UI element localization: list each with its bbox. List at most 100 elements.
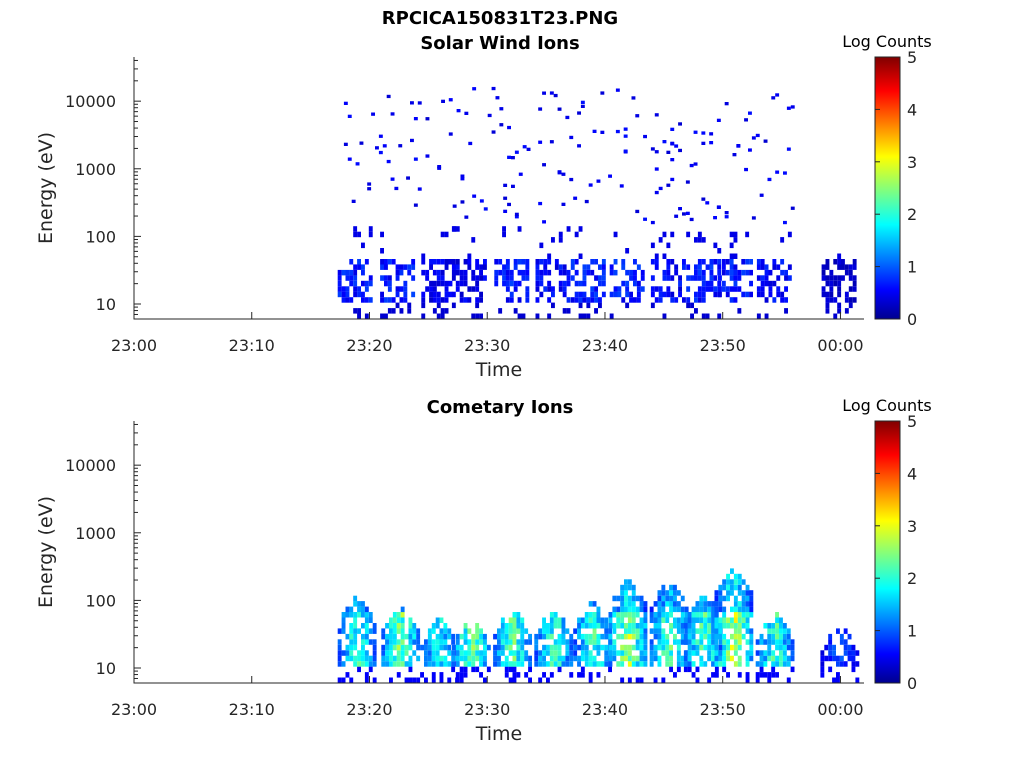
heatmap-cell <box>612 595 617 602</box>
heatmap-cell <box>737 269 742 276</box>
heatmap-cell <box>670 297 675 303</box>
heatmap-cell <box>411 264 416 270</box>
heatmap-cell <box>687 655 692 662</box>
heatmap-cell <box>772 259 777 265</box>
heatmap-cell <box>392 612 397 618</box>
heatmap-cell <box>475 313 480 319</box>
heatmap-cell <box>627 628 632 634</box>
heatmap-cell <box>378 150 383 155</box>
heatmap-cell <box>381 633 386 640</box>
heatmap-cell <box>653 601 658 607</box>
heatmap-cell <box>683 661 688 667</box>
heatmap-cell <box>636 264 641 270</box>
heatmap-cell <box>549 140 554 144</box>
heatmap-cell <box>534 650 539 656</box>
heatmap-cell <box>408 661 413 667</box>
y-axis-label: Energy (eV) <box>35 132 57 244</box>
heatmap-cell <box>517 313 522 319</box>
heatmap-cell <box>353 280 358 287</box>
heatmap-cell <box>829 275 834 281</box>
heatmap-cell <box>636 297 641 303</box>
heatmap-cell <box>364 259 369 265</box>
heatmap-cell <box>717 248 722 254</box>
heatmap-cell <box>508 628 513 634</box>
heatmap-cell <box>711 617 715 623</box>
heatmap-cell <box>745 259 750 265</box>
heatmap-cell <box>699 644 704 651</box>
heatmap-cell <box>561 655 566 662</box>
heatmap-cell <box>549 612 554 618</box>
heatmap-cell <box>353 286 358 292</box>
heatmap-cell <box>600 617 605 623</box>
heatmap-cell <box>549 623 554 629</box>
heatmap-cell <box>341 661 346 667</box>
heatmap-cell <box>745 655 750 662</box>
heatmap-cell <box>546 677 550 683</box>
heatmap-cell <box>718 286 722 292</box>
heatmap-cell <box>782 644 787 651</box>
heatmap-cell <box>347 114 352 118</box>
heatmap-cell <box>763 639 768 645</box>
heatmap-cell <box>475 286 480 292</box>
heatmap-cell <box>553 661 558 667</box>
heatmap-cell <box>649 628 654 634</box>
heatmap-cell <box>736 144 741 148</box>
heatmap-cell <box>699 628 704 634</box>
heatmap-cell <box>431 639 436 645</box>
heatmap-cell <box>600 661 605 667</box>
heatmap-cell <box>443 661 448 667</box>
heatmap-cell <box>686 264 691 270</box>
heatmap-cell <box>627 579 632 585</box>
heatmap-cell <box>424 661 428 667</box>
heatmap-cell <box>517 297 522 303</box>
heatmap-cell <box>361 280 365 287</box>
heatmap-cell <box>380 291 384 298</box>
heatmap-cell <box>538 677 543 683</box>
heatmap-cell <box>512 612 517 618</box>
heatmap-cell <box>546 628 550 634</box>
heatmap-cell <box>565 644 570 651</box>
heatmap-cell <box>779 644 783 651</box>
heatmap-cell <box>463 275 468 281</box>
heatmap-cell <box>745 595 750 602</box>
heatmap-cell <box>451 275 456 281</box>
heatmap-cell <box>439 655 444 662</box>
heatmap-cell <box>828 633 833 640</box>
heatmap-cell <box>337 644 342 651</box>
heatmap-cell <box>357 286 361 292</box>
heatmap-cell <box>755 639 760 645</box>
heatmap-cell <box>396 655 401 662</box>
heatmap-cell <box>392 655 397 662</box>
heatmap-cell <box>431 677 436 683</box>
heatmap-cell <box>451 264 456 270</box>
heatmap-cell <box>741 269 746 276</box>
heatmap-cell <box>624 650 628 656</box>
heatmap-cell <box>471 666 476 673</box>
heatmap-cell <box>479 650 483 656</box>
heatmap-cells <box>337 86 857 319</box>
heatmap-cell <box>718 606 723 613</box>
heatmap-cell <box>725 259 730 265</box>
x-tick-label: 23:00 <box>111 700 157 719</box>
heatmap-cell <box>361 612 365 618</box>
heatmap-cell <box>554 259 559 265</box>
heatmap-cell <box>398 144 403 148</box>
heatmap-cell <box>733 584 738 591</box>
heatmap-cell <box>650 302 655 309</box>
heatmap-cell <box>783 220 787 225</box>
heatmap-cell <box>665 590 670 596</box>
heatmap-cell <box>649 606 654 613</box>
heatmap-cell <box>440 280 445 287</box>
heatmap-cell <box>600 633 605 640</box>
heatmap-cell <box>577 672 581 678</box>
heatmap-cell <box>444 264 449 270</box>
heatmap-cell <box>839 639 844 645</box>
heatmap-cell <box>432 291 437 298</box>
heatmap-cell <box>380 248 384 254</box>
heatmap-cell <box>538 650 543 656</box>
heatmap-cell <box>600 130 605 134</box>
heatmap-cell <box>711 623 715 629</box>
heatmap-cell <box>584 623 589 629</box>
heatmap-cell <box>498 259 503 265</box>
heatmap-cell <box>517 226 522 232</box>
